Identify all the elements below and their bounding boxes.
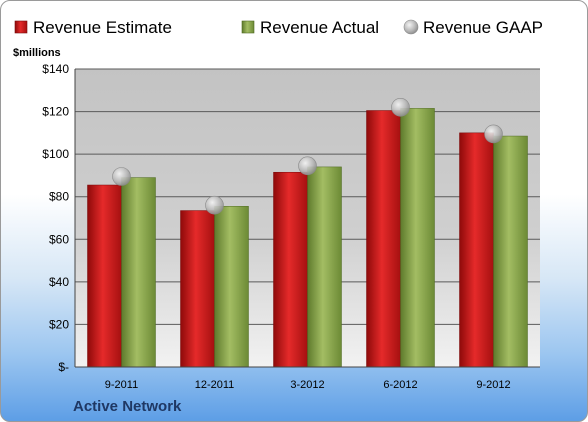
company-name: Active Network: [73, 398, 182, 415]
bar-revenue-actual: [214, 206, 249, 368]
bar-revenue-estimate: [366, 110, 401, 368]
marker-revenue-gaap: [391, 98, 410, 117]
bar-revenue-actual: [307, 166, 342, 368]
x-tick-label: 12-2011: [195, 379, 235, 391]
legend-item: Revenue Estimate: [14, 18, 172, 37]
x-tick-label: 9-2012: [476, 379, 510, 391]
y-tick-label: $120: [42, 105, 69, 119]
marker-revenue-gaap: [484, 124, 503, 144]
bar-revenue-actual: [121, 177, 156, 368]
y-tick-label: $40: [49, 275, 69, 289]
y-tick-label: $-: [58, 360, 69, 374]
bar-revenue-estimate: [87, 184, 122, 368]
y-tick-label: $80: [49, 190, 69, 204]
bar-revenue-estimate: [180, 210, 215, 368]
marker-revenue-gaap: [112, 167, 131, 186]
y-tick-label: $20: [49, 317, 69, 331]
bar-revenue-actual: [400, 108, 435, 368]
legend-swatch: [241, 20, 255, 34]
marker-revenue-gaap: [298, 156, 317, 176]
legend-item: Revenue Actual: [241, 18, 379, 37]
y-tick-label: $140: [42, 62, 69, 76]
marker-revenue-gaap: [205, 195, 224, 215]
bar-revenue-estimate: [273, 171, 308, 368]
legend-swatch: [14, 20, 28, 34]
x-tick-label: 3-2012: [290, 379, 324, 391]
legend-label: Revenue GAAP: [423, 18, 543, 37]
legend-label: Revenue Estimate: [33, 18, 172, 37]
legend-swatch: [403, 19, 419, 35]
bar-revenue-estimate: [459, 132, 494, 368]
legend-item: Revenue GAAP: [403, 18, 543, 37]
legend-label: Revenue Actual: [260, 18, 379, 37]
y-unit-label: $millions: [13, 47, 61, 59]
bar-revenue-actual: [493, 135, 528, 368]
x-tick-label: 9-2011: [105, 379, 138, 391]
y-tick-label: $60: [49, 232, 69, 246]
x-tick-label: 6-2012: [383, 379, 417, 391]
y-tick-label: $100: [42, 147, 69, 161]
